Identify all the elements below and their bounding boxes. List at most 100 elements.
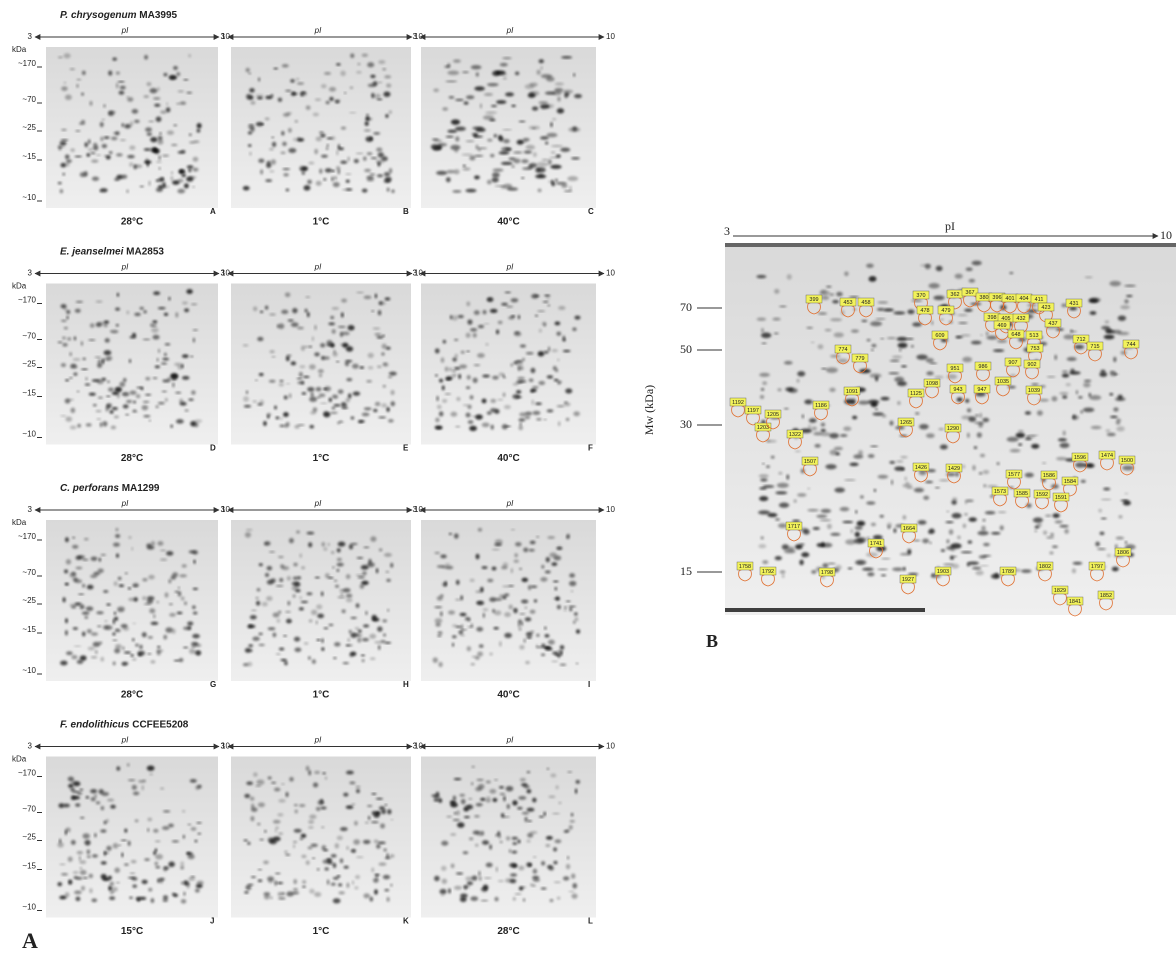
- protein-spot: [316, 137, 322, 142]
- protein-spot: [977, 432, 982, 437]
- protein-spot: [872, 344, 877, 347]
- protein-spot: [454, 886, 462, 890]
- protein-spot: [445, 563, 450, 566]
- protein-spot: [73, 871, 79, 874]
- protein-spot: [155, 866, 160, 868]
- protein-spot: [117, 393, 120, 398]
- protein-spot: [1089, 298, 1101, 303]
- protein-spot: [519, 613, 525, 615]
- protein-spot: [540, 104, 550, 108]
- protein-spot: [434, 799, 440, 801]
- protein-spot: [179, 658, 184, 662]
- protein-spot: [525, 607, 527, 609]
- protein-spot: [512, 394, 520, 399]
- spot-id: 753: [1030, 346, 1039, 352]
- protein-spot: [541, 888, 547, 890]
- protein-spot: [892, 356, 902, 359]
- protein-spot: [496, 330, 499, 335]
- protein-spot: [115, 534, 120, 538]
- protein-spot: [65, 618, 68, 623]
- protein-spot: [853, 454, 863, 458]
- protein-spot: [829, 433, 839, 438]
- pi-end: 10: [606, 32, 615, 41]
- protein-spot: [71, 840, 76, 845]
- protein-spot: [120, 86, 126, 90]
- protein-spot: [354, 821, 357, 826]
- protein-spot: [134, 597, 138, 601]
- protein-spot: [164, 867, 170, 870]
- protein-spot: [870, 321, 882, 326]
- protein-spot: [1121, 351, 1127, 355]
- protein-spot: [481, 900, 489, 902]
- protein-spot: [107, 799, 114, 802]
- protein-spot: [470, 328, 477, 331]
- strain-id: MA1299: [122, 483, 160, 494]
- protein-spot: [476, 554, 480, 560]
- protein-spot: [487, 579, 493, 582]
- protein-spot: [61, 163, 67, 167]
- protein-spot: [969, 279, 975, 282]
- protein-spot: [138, 780, 146, 783]
- protein-spot: [159, 132, 161, 134]
- protein-spot: [370, 536, 376, 542]
- protein-spot: [905, 477, 907, 481]
- protein-spot: [140, 186, 144, 188]
- protein-spot: [348, 157, 350, 162]
- protein-spot: [288, 319, 294, 321]
- protein-spot: [1062, 370, 1068, 373]
- protein-spot: [356, 152, 364, 154]
- protein-spot: [452, 190, 461, 193]
- protein-spot: [827, 524, 832, 529]
- spot-id: 1585: [1016, 491, 1028, 497]
- protein-spot: [328, 543, 330, 546]
- protein-spot: [442, 107, 448, 110]
- protein-spot: [288, 148, 296, 153]
- mw-tick-label: ~25: [22, 833, 36, 842]
- protein-spot: [519, 380, 526, 382]
- protein-spot: [524, 817, 527, 822]
- protein-spot: [963, 524, 966, 528]
- protein-spot: [495, 897, 499, 901]
- protein-spot: [192, 634, 200, 638]
- protein-spot: [1059, 525, 1068, 527]
- protein-spot: [544, 812, 546, 816]
- protein-spot: [281, 152, 286, 154]
- protein-spot: [104, 324, 108, 327]
- protein-spot: [296, 78, 299, 81]
- protein-spot: [65, 892, 70, 897]
- protein-spot: [525, 416, 531, 420]
- protein-spot: [191, 356, 194, 358]
- protein-spot: [537, 162, 549, 167]
- protein-spot: [244, 891, 248, 893]
- protein-spot: [338, 891, 344, 894]
- protein-spot: [179, 574, 187, 577]
- protein-spot: [1025, 438, 1032, 440]
- protein-spot: [171, 172, 173, 175]
- spot-id: 943: [953, 387, 962, 393]
- protein-spot: [979, 472, 982, 475]
- protein-spot: [314, 149, 318, 155]
- protein-spot: [378, 82, 382, 84]
- protein-spot: [567, 771, 572, 773]
- protein-spot: [556, 785, 559, 789]
- protein-spot: [120, 139, 126, 141]
- protein-spot: [346, 846, 348, 850]
- gel-image: [421, 520, 596, 681]
- protein-spot: [539, 329, 542, 333]
- spot-id: 902: [1027, 362, 1036, 368]
- protein-spot: [561, 56, 572, 59]
- protein-spot: [1124, 299, 1128, 303]
- protein-spot: [314, 325, 316, 330]
- protein-spot: [259, 563, 263, 566]
- protein-spot: [279, 425, 285, 428]
- protein-spot: [1105, 320, 1109, 323]
- pi-start: 3: [28, 505, 33, 514]
- protein-spot: [564, 609, 567, 611]
- protein-spot: [548, 640, 555, 645]
- spot-id: 1125: [910, 391, 922, 397]
- protein-spot: [1116, 421, 1120, 425]
- protein-spot: [500, 793, 505, 795]
- protein-spot: [282, 168, 290, 170]
- protein-spot: [558, 306, 565, 310]
- protein-spot: [61, 86, 68, 91]
